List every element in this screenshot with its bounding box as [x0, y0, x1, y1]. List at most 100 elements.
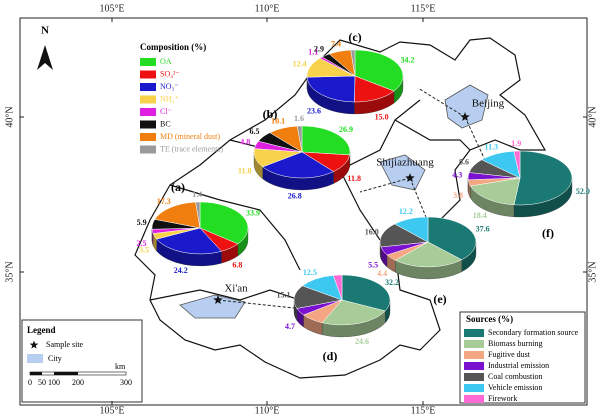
pie-value-label: 4.4: [377, 269, 387, 278]
pie-slice: [199, 201, 249, 245]
scale-label: 300: [120, 378, 132, 387]
lat-label: 35°N: [4, 261, 15, 282]
pie-slice: [469, 177, 521, 206]
pie-value-label: 52.0: [576, 187, 590, 196]
pie-value-label: 33.9: [246, 208, 260, 217]
pie-value-label: 3.5: [139, 245, 149, 254]
composition-title: Composition (%): [140, 42, 206, 52]
city-label: Beijing: [472, 98, 505, 110]
north-arrow: [37, 45, 53, 70]
pie-value-label: 12.4: [293, 59, 307, 68]
pie-slice: [156, 227, 222, 255]
pie-value-label: 24.2: [174, 266, 188, 275]
pie-value-label: 15.0: [375, 112, 389, 121]
legend-swatch: [464, 373, 484, 381]
legend-star: [29, 340, 39, 349]
region-outline: [134, 37, 547, 379]
legend-swatch: [140, 83, 156, 91]
legend-swatch: [140, 58, 156, 66]
pie-value-label: 11.3: [485, 143, 499, 152]
pie-label: (d): [323, 349, 338, 363]
pie-slice: [379, 223, 429, 248]
legend-label: Secondary formation source: [488, 328, 579, 337]
pie-slice: [354, 49, 404, 92]
legend-swatch: [140, 70, 156, 79]
legend-title: Legend: [27, 325, 56, 335]
pie-slice: [321, 299, 386, 326]
pie-value-label: 5.9: [137, 218, 147, 227]
legend-label: Fugitive dust: [488, 350, 531, 359]
lat-label: 35°N: [587, 261, 598, 282]
pie-value-label: 6.5: [250, 127, 260, 136]
pie-slice: [394, 241, 463, 268]
city-shijiazhuang: [379, 154, 426, 191]
pie-value-label: 12.5: [303, 268, 317, 277]
legend-label: Firework: [488, 394, 517, 403]
legend-label: SO₄²⁻: [160, 69, 180, 78]
pie-value-label: 37.6: [476, 225, 490, 234]
scale-label: 200: [72, 378, 84, 387]
legend-swatch: [464, 362, 484, 370]
pie-value-label: 17.3: [157, 197, 171, 206]
pie-value-label: 7.4: [331, 40, 341, 49]
pie-value-label: 5.5: [368, 261, 378, 270]
pie-value-label: 15.1: [277, 291, 291, 300]
pie-value-label: 1.4: [192, 190, 202, 199]
pie-value-label: 10.1: [271, 117, 285, 126]
sample-site: [213, 295, 223, 304]
pie-value-label: 26.8: [288, 192, 302, 201]
lat-label: 40°N: [587, 106, 598, 127]
lon-label: 105°E: [99, 3, 124, 14]
dashed-arrow: [359, 177, 411, 193]
legend-label: Sample site: [46, 340, 84, 349]
dashed-arrow: [409, 177, 429, 223]
scale-bar: [30, 372, 42, 375]
scale-bar: [54, 372, 78, 375]
pie-value-label: 3.8: [453, 191, 463, 200]
legend-swatch: [464, 351, 484, 359]
sample-site: [405, 173, 415, 182]
pie-value-label: 12.2: [399, 207, 413, 216]
pie-slice: [394, 216, 429, 243]
lon-label: 110°E: [255, 405, 280, 416]
legend-swatch: [140, 133, 156, 141]
pie-slice: [427, 216, 477, 261]
lon-label: 110°E: [255, 3, 280, 14]
pie-value-label: 26.9: [339, 125, 353, 134]
pie-slice: [262, 151, 335, 179]
dashed-arrow: [417, 87, 466, 118]
legend-swatch: [140, 145, 156, 154]
pie-value-label: 2.5: [137, 239, 147, 248]
lon-label: 115°E: [411, 405, 436, 416]
legend-label: TE (trace elements): [160, 144, 223, 153]
pie-slice: [513, 150, 521, 179]
pie-value-label: 16.0: [365, 227, 379, 236]
pie-value-label: 11.8: [347, 174, 361, 183]
province-border: [169, 184, 301, 271]
pie-value-label: 8.6: [459, 157, 469, 166]
legend-label: Biomass burning: [488, 339, 542, 348]
pie-slice: [154, 201, 201, 229]
legend-label: NO₃⁻: [160, 82, 179, 91]
pie-slice: [332, 274, 343, 301]
legend-label: City: [48, 354, 62, 363]
sources-title: Sources (%): [466, 314, 513, 324]
pie-slice: [341, 274, 391, 312]
city-beijing: [444, 84, 489, 129]
pie-slice: [301, 125, 351, 156]
province-border: [394, 119, 471, 151]
scale-label: 50: [38, 378, 46, 387]
pie-value-label: 1.6: [294, 114, 304, 123]
pie-value-label: 1.9: [511, 139, 521, 148]
pie-value-label: 4.8: [240, 138, 250, 147]
city-label: Xi'an: [224, 283, 248, 295]
legend-label: Cl⁻: [160, 107, 172, 116]
legend-swatch: [140, 120, 156, 129]
pie-value-label: 4.3: [452, 170, 462, 179]
legend-label: BC: [160, 119, 171, 128]
legend-swatch: [464, 340, 484, 348]
legend-swatch: [464, 329, 484, 337]
scale-unit: km: [115, 362, 126, 371]
legend-swatch: [140, 95, 156, 104]
